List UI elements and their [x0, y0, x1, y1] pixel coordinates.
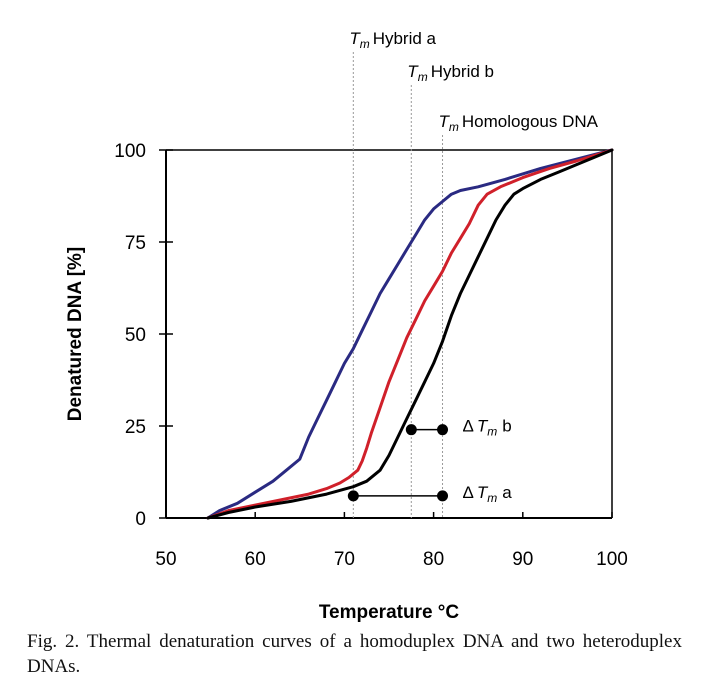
- x-tick-label: 60: [245, 549, 266, 570]
- series-line-hybrid-a: [206, 148, 614, 520]
- delta-end-dot: [437, 490, 449, 502]
- series-layer: [206, 148, 614, 520]
- delta-label: Δ Tm a: [463, 483, 513, 505]
- x-tick-label: 90: [512, 549, 533, 570]
- tm-text: Hybrid a: [373, 29, 437, 48]
- tm-symbol: T: [349, 29, 361, 48]
- tm-symbol: T: [407, 62, 419, 81]
- axes: [165, 149, 613, 519]
- y-tick-label: 0: [135, 509, 146, 530]
- x-tick-label: 80: [423, 549, 444, 570]
- delta-markers: Δ Tm bΔ Tm a: [347, 417, 513, 505]
- y-axis-title: Denatured DNA [%]: [65, 247, 86, 422]
- tm-subscript: m: [360, 37, 370, 51]
- y-tick-label: 75: [125, 233, 146, 254]
- tm-symbol: T: [439, 112, 451, 131]
- tm-text: Hybrid b: [431, 62, 494, 81]
- tm-subscript: m: [449, 120, 459, 134]
- delta-text: b: [502, 417, 511, 436]
- delta-end-dot: [437, 424, 449, 436]
- y-ticks: 0 25 50 75 100: [114, 141, 173, 530]
- delta-text: a: [502, 483, 512, 502]
- x-tick-label: 50: [155, 549, 176, 570]
- delta-subscript: m: [487, 491, 497, 505]
- tm-label: Tm Homologous DNA: [439, 112, 599, 134]
- y-tick-label: 100: [114, 141, 146, 162]
- x-tick-label: 70: [334, 549, 355, 570]
- tm-reference-lines: Tm Hybrid aTm Hybrid bTm Homologous DNA: [349, 29, 599, 518]
- delta-symbol: Δ: [463, 483, 474, 502]
- y-tick-label: 50: [125, 325, 146, 346]
- delta-subscript: m: [487, 425, 497, 439]
- series-line-homologous: [206, 148, 614, 520]
- delta-symbol: Δ: [463, 417, 474, 436]
- delta-start-dot: [405, 424, 417, 436]
- x-tick-label: 100: [596, 549, 628, 570]
- figure-caption: Fig. 2. Thermal denaturation curves of a…: [27, 631, 682, 677]
- delta-T: T: [477, 483, 489, 502]
- tm-text: Homologous DNA: [462, 112, 599, 131]
- series-line-hybrid-b: [206, 148, 614, 520]
- x-ticks: 50 60 70 80 90 100: [155, 512, 628, 570]
- delta-T: T: [477, 417, 489, 436]
- delta-start-dot: [347, 490, 359, 502]
- tm-subscript: m: [418, 70, 428, 84]
- tm-label: Tm Hybrid a: [349, 29, 436, 51]
- y-tick-label: 25: [125, 417, 146, 438]
- delta-label: Δ Tm b: [463, 417, 512, 439]
- x-axis-title: Temperature °C: [319, 602, 460, 623]
- tm-label: Tm Hybrid b: [407, 62, 494, 84]
